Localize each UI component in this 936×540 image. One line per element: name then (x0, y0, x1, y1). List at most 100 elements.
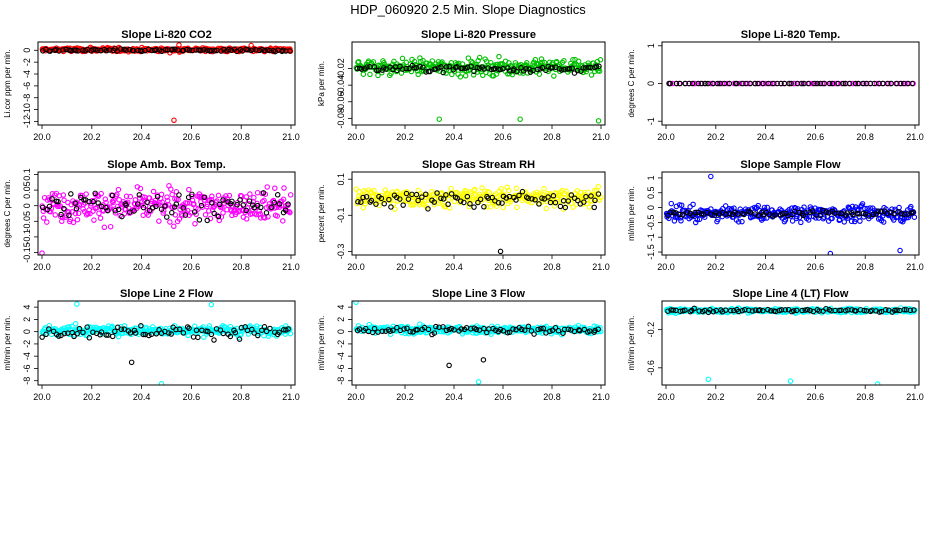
data-point (60, 192, 67, 198)
data-point (702, 80, 708, 87)
data-point (778, 80, 784, 87)
data-point (499, 200, 505, 206)
outlier-point (787, 378, 794, 384)
data-point (438, 64, 444, 70)
data-point (162, 47, 169, 53)
data-point (483, 204, 490, 210)
data-point (240, 202, 247, 208)
data-point (569, 65, 575, 71)
x-tick-label: 20.0 (347, 262, 365, 272)
data-point (431, 199, 437, 205)
data-point (513, 185, 520, 192)
data-point (878, 209, 884, 215)
data-point (873, 308, 879, 314)
data-point (276, 201, 283, 207)
data-point (465, 55, 472, 61)
data-point (443, 192, 449, 198)
data-point (528, 328, 535, 334)
data-point (255, 332, 261, 339)
data-point (180, 205, 187, 211)
data-point (40, 215, 47, 221)
data-point (260, 190, 267, 196)
data-point (60, 47, 66, 53)
data-point (215, 192, 222, 199)
data-point (724, 80, 730, 87)
data-point (185, 194, 192, 201)
y-tick-label: -0.06 (336, 92, 346, 113)
data-point (229, 198, 235, 205)
data-point (272, 48, 279, 55)
data-point (144, 199, 150, 206)
data-point (680, 211, 686, 218)
data-point (480, 72, 486, 79)
x-tick-label: 20.2 (83, 132, 101, 142)
data-point (462, 73, 469, 79)
x-tick-label: 20.4 (445, 262, 463, 272)
data-point (543, 67, 549, 74)
data-point (112, 210, 119, 216)
data-point (254, 189, 261, 196)
data-point (153, 203, 159, 210)
outlier-point (705, 376, 712, 383)
data-point (184, 200, 191, 206)
y-tick-label: 0 (22, 48, 32, 53)
data-point (211, 48, 218, 54)
data-point (804, 306, 811, 313)
data-point (727, 307, 734, 314)
data-point (253, 47, 259, 53)
data-point (578, 189, 584, 196)
y-tick-label: -4 (336, 352, 346, 360)
data-point (588, 72, 595, 78)
data-point (367, 71, 373, 78)
x-tick-label: 20.8 (543, 392, 561, 402)
data-point (44, 219, 50, 225)
data-point (519, 188, 526, 195)
data-point (287, 209, 293, 216)
data-point (841, 219, 848, 225)
data-point (180, 47, 187, 54)
data-point (189, 191, 195, 198)
data-point (466, 203, 472, 210)
data-point (448, 185, 454, 192)
data-point (714, 80, 721, 87)
data-point (281, 185, 287, 191)
data-point (581, 326, 588, 333)
data-point (401, 326, 407, 332)
data-point (419, 194, 425, 200)
x-tick-label: 20.6 (494, 392, 512, 402)
data-point (497, 326, 504, 333)
data-point (905, 211, 911, 217)
data-point (198, 202, 205, 209)
data-point (258, 204, 264, 211)
data-point (692, 80, 698, 87)
data-point (202, 211, 209, 218)
data-point (514, 204, 520, 211)
data-point (788, 80, 794, 87)
data-point (786, 80, 792, 87)
x-tick-label: 20.4 (757, 392, 775, 402)
data-point (884, 80, 891, 87)
data-point (835, 80, 841, 87)
data-point (285, 201, 291, 207)
data-point (461, 199, 467, 206)
data-point (568, 192, 575, 198)
data-point (411, 58, 418, 65)
data-point (591, 204, 597, 211)
plot-frame (661, 41, 920, 126)
data-point (123, 202, 129, 208)
data-point (69, 323, 75, 329)
data-point (847, 80, 853, 87)
data-point (529, 196, 535, 202)
panel-title: Slope Amb. Box Temp. (107, 159, 226, 171)
data-point (182, 212, 189, 218)
data-point (506, 70, 513, 77)
panel-7: Slope Line 2 Flow ml/min per min. 4 2 0 -2 -4 -… (3, 288, 300, 402)
data-point (263, 328, 270, 335)
data-point (399, 197, 406, 203)
data-point (186, 47, 193, 53)
data-point (471, 204, 477, 210)
data-point (734, 80, 740, 87)
data-point (817, 212, 824, 219)
data-point (132, 197, 139, 203)
data-point (510, 326, 516, 332)
